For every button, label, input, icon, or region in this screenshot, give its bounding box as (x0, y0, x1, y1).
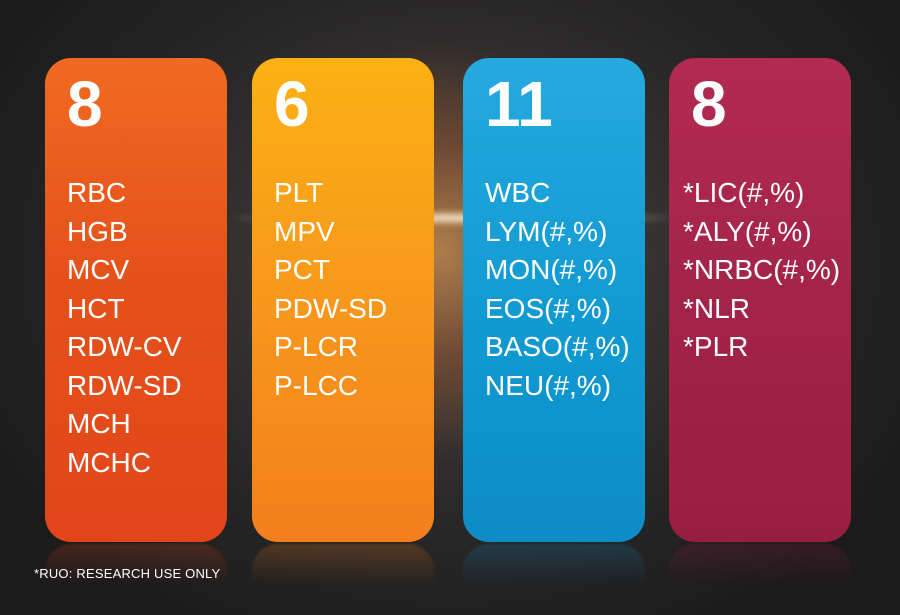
ruo-footnote: *RUO: RESEARCH USE ONLY (34, 566, 221, 581)
card-count: 8 (691, 68, 727, 140)
parameter-item: WBC (485, 177, 551, 208)
card-ruo-parameters: 8 *LIC(#,%) *ALY(#,%) *NRBC(#,%) *NLR *P… (669, 58, 851, 542)
parameter-item: RDW-CV (67, 331, 182, 362)
card-rbc-parameters: 8 RBC HGB MCV HCT RDW-CV RDW-SD MCH MCHC (45, 58, 227, 542)
card-count: 11 (485, 68, 553, 140)
parameter-item: BASO(#,%) (485, 331, 630, 362)
parameter-item: MCHC (67, 446, 151, 478)
card-reflection (463, 544, 645, 584)
parameter-item: *NRBC(#,%) (683, 254, 841, 285)
parameter-item: EOS(#,%) (485, 292, 612, 324)
card-wbc-parameters: 11 WBC LYM(#,%) MON(#,%) EOS(#,%) BASO(#… (463, 58, 645, 542)
parameter-item: MCV (67, 254, 130, 285)
parameter-item: MPV (274, 215, 335, 247)
parameter-item: HGB (67, 215, 128, 247)
parameter-item: MON(#,%) (485, 254, 618, 285)
parameter-item: P-LCR (274, 331, 359, 362)
parameter-item: NEU(#,%) (485, 369, 612, 401)
parameter-item: *NLR (683, 292, 750, 324)
parameter-item: RDW-SD (67, 369, 182, 401)
parameter-item: HCT (67, 292, 125, 324)
parameter-list: RBC HGB MCV HCT RDW-CV RDW-SD MCH MCHC (67, 174, 182, 482)
card-reflection (45, 544, 227, 584)
parameter-list: PLT MPV PCT PDW-SD P-LCR P-LCC (274, 174, 387, 405)
card-reflection (669, 544, 851, 584)
card-count: 8 (67, 68, 103, 140)
parameter-item: LYM(#,%) (485, 215, 608, 247)
parameter-item: PDW-SD (274, 292, 388, 324)
parameter-list: *LIC(#,%) *ALY(#,%) *NRBC(#,%) *NLR *PLR (683, 174, 840, 367)
card-reflection (252, 544, 434, 584)
parameter-item: *PLR (683, 331, 749, 362)
card-plt-parameters: 6 PLT MPV PCT PDW-SD P-LCR P-LCC (252, 58, 434, 542)
parameter-list: WBC LYM(#,%) MON(#,%) EOS(#,%) BASO(#,%)… (485, 174, 630, 405)
parameter-item: PLT (274, 177, 324, 208)
parameter-item: *ALY(#,%) (683, 215, 812, 247)
parameter-item: MCH (67, 408, 131, 439)
parameter-item: RBC (67, 177, 127, 208)
card-count: 6 (274, 68, 310, 140)
parameter-item: *LIC(#,%) (683, 177, 805, 208)
parameter-item: PCT (274, 254, 330, 285)
parameter-item: P-LCC (274, 369, 359, 401)
